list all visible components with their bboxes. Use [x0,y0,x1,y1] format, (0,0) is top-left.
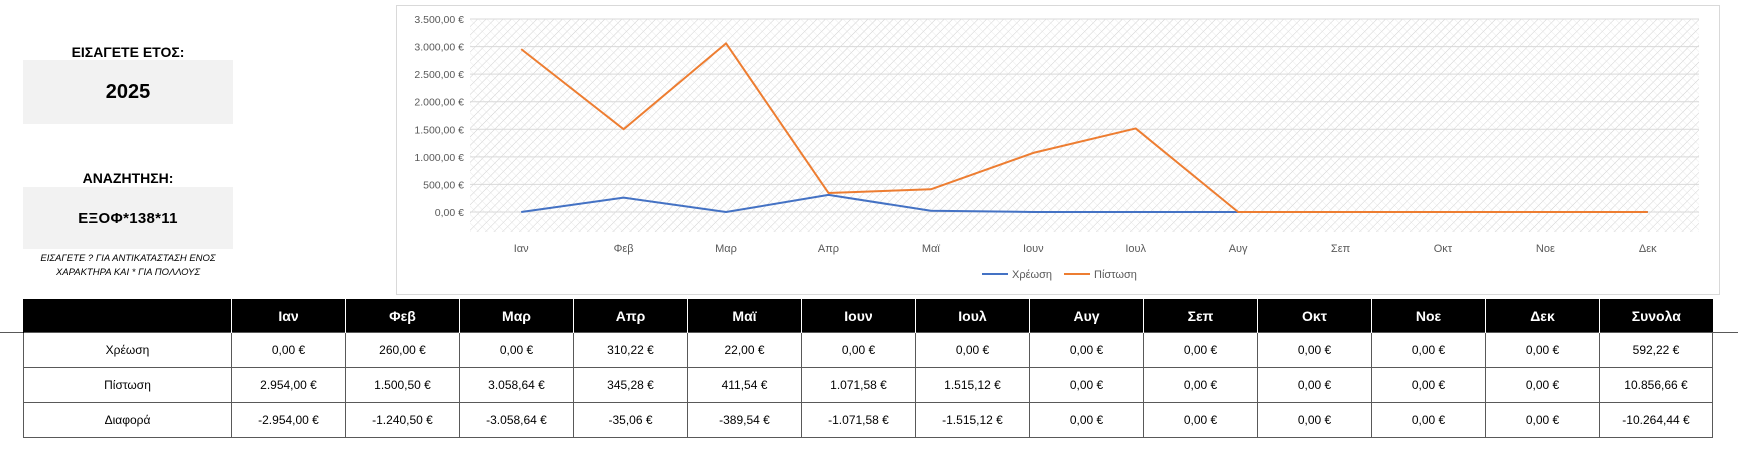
table-cell[interactable]: 0,00 € [801,332,916,368]
table-cell[interactable]: 0,00 € [1143,367,1258,403]
table-cell[interactable]: 592,22 € [1599,332,1713,368]
table-row: Χρέωση 0,00 €260,00 €0,00 €310,22 €22,00 … [23,332,1713,368]
table-cell[interactable]: 22,00 € [687,332,802,368]
x-tick-label: Αυγ [1229,243,1248,255]
row-label[interactable]: Πίστωση [23,367,232,403]
table-cell[interactable]: 260,00 € [345,332,460,368]
y-tick-label: 2.500,00 € [414,69,464,81]
header-cell[interactable]: Μαρ [459,299,574,333]
header-cell[interactable]: Ιαν [231,299,346,333]
y-tick-label: 1.500,00 € [414,124,464,136]
table-cell[interactable]: 0,00 € [1143,402,1258,438]
table-cell[interactable]: 345,28 € [573,367,688,403]
table-cell[interactable]: 0,00 € [915,332,1030,368]
table-cell[interactable]: 0,00 € [1371,367,1486,403]
table-cell[interactable]: 0,00 € [1029,402,1144,438]
row-label[interactable]: Χρέωση [23,332,232,368]
table-cell[interactable]: -10.264,44 € [1599,402,1713,438]
header-cell[interactable]: Ιουν [801,299,916,333]
x-tick-label: Μαρ [715,243,737,255]
table-cell[interactable]: 0,00 € [1257,367,1372,403]
x-tick-label: Νοε [1536,243,1555,255]
x-tick-label: Οκτ [1434,243,1453,255]
table-cell[interactable]: 0,00 € [1485,402,1600,438]
header-cell[interactable]: Νοε [1371,299,1486,333]
table-cell[interactable]: 0,00 € [1371,402,1486,438]
y-tick-label: 0,00 € [435,207,464,219]
series-line-2[interactable] [520,42,1648,213]
x-tick-label: Μαϊ [922,243,941,255]
x-tick-label: Δεκ [1639,243,1657,255]
header-cell[interactable]: Ιουλ [915,299,1030,333]
table-cell[interactable]: -1.240,50 € [345,402,460,438]
chart-svg: 0,00 € 500,00 € 1.000,00 € 1.500,00 € 2.000,… [414,14,1699,281]
table-cell[interactable]: 310,22 € [573,332,688,368]
table-cell[interactable]: -1.071,58 € [801,402,916,438]
row-label[interactable]: Διαφορά [23,402,232,438]
table-cell[interactable]: 0,00 € [1029,332,1144,368]
y-tick-label: 500,00 € [423,179,464,191]
header-cell[interactable]: Αυγ [1029,299,1144,333]
x-tick-label: Ιουν [1023,243,1044,255]
y-tick-label: 3.500,00 € [414,14,464,26]
search-hint: ΕΙΣΑΓΕΤΕ ? ΓΙΑ ΑΝΤΙΚΑΤΑΣΤΑΣΗ ΕΝΟΣ ΧΑΡΑΚΤ… [23,252,233,280]
header-cell[interactable]: Μαϊ [687,299,802,333]
x-tick-label: Σεπ [1331,243,1351,255]
table-cell[interactable]: 411,54 € [687,367,802,403]
header-cell[interactable]: Οκτ [1257,299,1372,333]
x-tick-label: Φεβ [614,243,634,255]
year-input[interactable]: 2025 [23,60,233,124]
table-cell[interactable]: 0,00 € [231,332,346,368]
table-cell[interactable]: -1.515,12 € [915,402,1030,438]
header-cell[interactable]: Σεπ [1143,299,1258,333]
table-cell[interactable]: -35,06 € [573,402,688,438]
table-cell[interactable]: 1.071,58 € [801,367,916,403]
summary-table: Ιαν Φεβ Μαρ Απρ Μαϊ Ιουν Ιουλ Αυγ Σεπ Οκτ Νοε Δεκ Συ… [23,299,1713,438]
table-cell[interactable]: -3.058,64 € [459,402,574,438]
year-label: ΕΙΣΑΓΕΤΕ ΕΤΟΣ: [71,44,185,60]
table-cell[interactable]: 0,00 € [1143,332,1258,368]
table-cell[interactable]: 1.515,12 € [915,367,1030,403]
table-cell[interactable]: 0,00 € [1485,332,1600,368]
table-cell[interactable]: 3.058,64 € [459,367,574,403]
search-label: ΑΝΑΖΗΤΗΣΗ: [82,170,174,186]
header-cell-blank[interactable] [23,299,232,333]
table-cell[interactable]: 0,00 € [459,332,574,368]
table-cell[interactable]: 2.954,00 € [231,367,346,403]
table-cell[interactable]: 0,00 € [1485,367,1600,403]
y-tick-label: 2.000,00 € [414,97,464,109]
monthly-line-chart[interactable]: 0,00 € 500,00 € 1.000,00 € 1.500,00 € 2.000,… [396,5,1720,295]
search-hint-line-1: ΕΙΣΑΓΕΤΕ ? ΓΙΑ ΑΝΤΙΚΑΤΑΣΤΑΣΗ ΕΝΟΣ [40,253,216,264]
x-tick-label: Ιουλ [1125,243,1146,255]
header-cell[interactable]: Δεκ [1485,299,1600,333]
x-tick-label: Απρ [818,243,839,255]
x-tick-label: Ιαν [514,243,529,255]
table-cell[interactable]: 0,00 € [1257,332,1372,368]
search-input[interactable]: ΕΞΟΦ*138*11 [23,187,233,249]
header-cell[interactable]: Φεβ [345,299,460,333]
header-cell[interactable]: Συνολα [1599,299,1713,333]
y-tick-label: 1.000,00 € [414,152,464,164]
y-tick-label: 3.000,00 € [414,42,464,54]
table-header-row: Ιαν Φεβ Μαρ Απρ Μαϊ Ιουν Ιουλ Αυγ Σεπ Οκτ Νοε Δεκ Συ… [23,299,1713,333]
plot-area-background-overlay [470,19,1699,232]
legend-label: Χρέωση [1012,269,1052,281]
table-row: Πίστωση 2.954,00 €1.500,50 €3.058,64 €345… [23,367,1713,403]
table-cell[interactable]: 0,00 € [1029,367,1144,403]
legend-label: Πίστωση [1094,269,1137,281]
search-hint-line-2: ΧΑΡΑΚΤΗΡΑ ΚΑΙ * ΓΙΑ ΠΟΛΛΟΥΣ [55,267,201,278]
table-cell[interactable]: 0,00 € [1257,402,1372,438]
table-cell[interactable]: -2.954,00 € [231,402,346,438]
table-cell[interactable]: 1.500,50 € [345,367,460,403]
table-row: Διαφορά -2.954,00 € -1.240,50 € -3.058,64 €… [23,402,1713,438]
table-cell[interactable]: -389,54 € [687,402,802,438]
table-cell[interactable]: 10.856,66 € [1599,367,1713,403]
table-cell[interactable]: 0,00 € [1371,332,1486,368]
header-cell[interactable]: Απρ [573,299,688,333]
